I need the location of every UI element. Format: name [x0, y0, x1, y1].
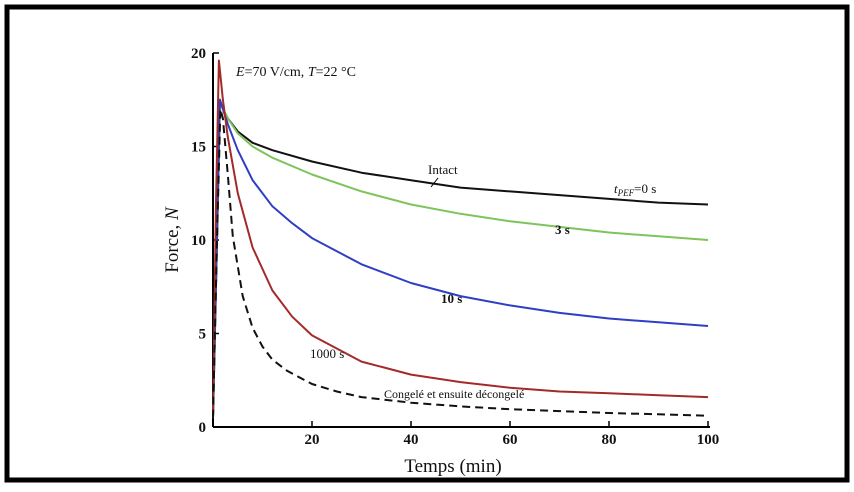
x-tick-label: 40: [404, 432, 419, 448]
e-value: =70 V/cm,: [245, 65, 308, 80]
label-3s: 3 s: [555, 222, 570, 237]
y-axis-label-italic: N: [162, 206, 183, 221]
conditions-annotation: E=70 V/cm, T=22 °C: [235, 65, 356, 80]
label-frozen: Congelé et ensuite décongelé: [384, 387, 524, 401]
axis-ticks: 0 5 10 15 20 20 40 60 80 100: [191, 46, 719, 448]
t-symbol: T: [308, 65, 317, 80]
series-line-4: [212, 108, 709, 418]
x-axis-label: Temps (min): [404, 456, 501, 477]
x-tick-label: 60: [503, 432, 518, 448]
label-intact-leader: [430, 177, 439, 188]
e-symbol: E: [235, 65, 245, 80]
tpef-symbol: t: [614, 181, 618, 196]
tpef-subscript: PEF: [617, 188, 635, 198]
tpef-value: =0 s: [634, 181, 656, 196]
t-value: =22 °C: [316, 65, 356, 80]
series-line-2: [212, 98, 709, 418]
y-axis-label: Force, N: [162, 206, 183, 273]
y-tick-label: 20: [191, 46, 206, 62]
x-tick-label: 100: [697, 432, 720, 448]
y-tick-label: 5: [199, 327, 207, 343]
series-group: [212, 59, 709, 418]
label-10s: 10 s: [441, 291, 462, 306]
label-tpef: tPEF=0 s: [614, 181, 656, 198]
x-tick-label: 80: [602, 432, 617, 448]
label-intact: Intact: [428, 162, 458, 177]
y-tick-label: 0: [199, 420, 207, 436]
series-line-3: [212, 59, 709, 418]
label-1000s: 1000 s: [310, 346, 344, 361]
y-axis-label-main: Force,: [162, 220, 183, 273]
figure-border: [4, 4, 850, 483]
y-tick-label: 15: [191, 140, 206, 156]
y-tick-label: 10: [191, 233, 206, 249]
x-tick-label: 20: [305, 432, 320, 448]
